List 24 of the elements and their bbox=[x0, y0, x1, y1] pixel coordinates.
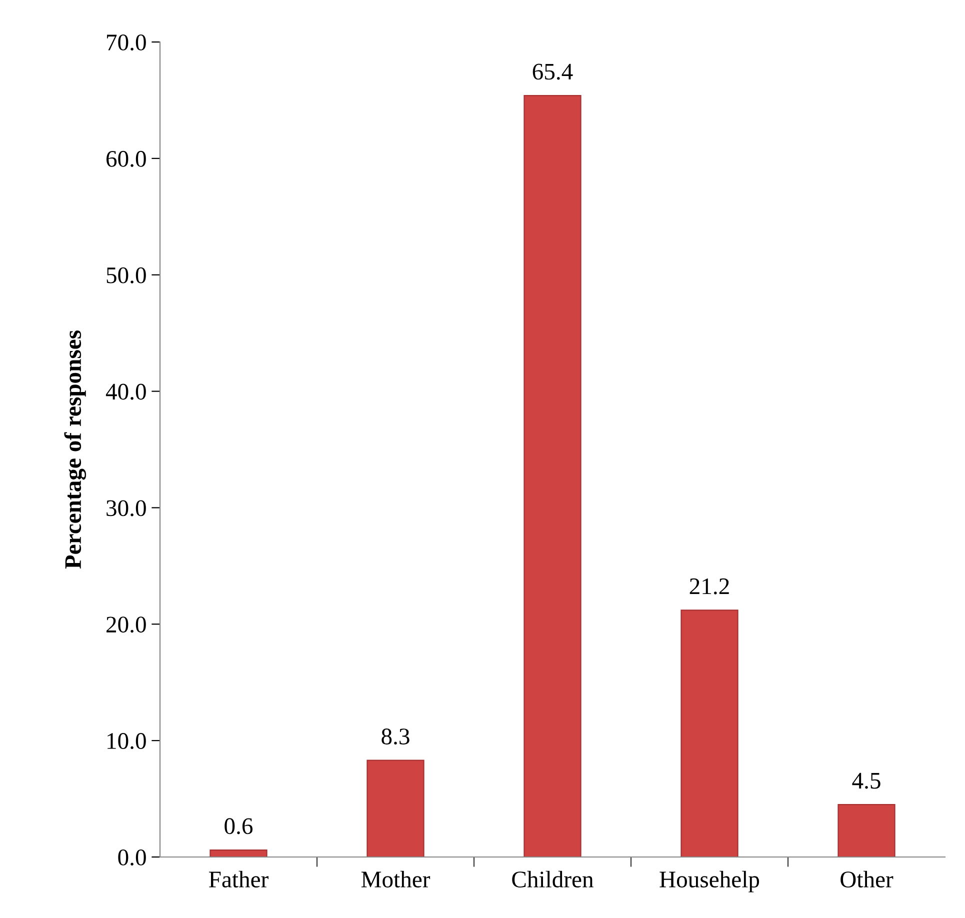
y-tick-label: 10.0 bbox=[108, 733, 146, 750]
data-label: 8.3 bbox=[382, 728, 410, 745]
data-label: 0.6 bbox=[224, 818, 253, 834]
y-tick-label: 0.0 bbox=[118, 849, 146, 866]
data-label: 4.5 bbox=[852, 772, 880, 789]
x-tick-label: Other bbox=[840, 870, 894, 888]
x-tick-label: Children bbox=[512, 870, 594, 888]
x-tick-label: Househelp bbox=[660, 870, 760, 892]
y-axis-title: Percentage of responses bbox=[64, 330, 86, 569]
y-tick-label: 60.0 bbox=[106, 150, 146, 167]
data-label: 65.4 bbox=[532, 64, 573, 80]
y-tick-label: 50.0 bbox=[106, 267, 146, 284]
y-tick-label: 70.0 bbox=[107, 34, 146, 51]
y-tick-label: 20.0 bbox=[106, 616, 146, 633]
y-tick-label: 30.0 bbox=[106, 500, 146, 516]
bar bbox=[838, 804, 896, 857]
bar bbox=[680, 610, 738, 857]
data-label: 21.2 bbox=[690, 578, 729, 594]
bar bbox=[210, 849, 268, 857]
x-tick-label: Mother bbox=[361, 870, 430, 888]
bar bbox=[366, 760, 424, 857]
bar bbox=[524, 95, 582, 857]
x-tick-label: Father bbox=[209, 870, 268, 888]
y-tick-label: 40.0 bbox=[106, 384, 146, 400]
